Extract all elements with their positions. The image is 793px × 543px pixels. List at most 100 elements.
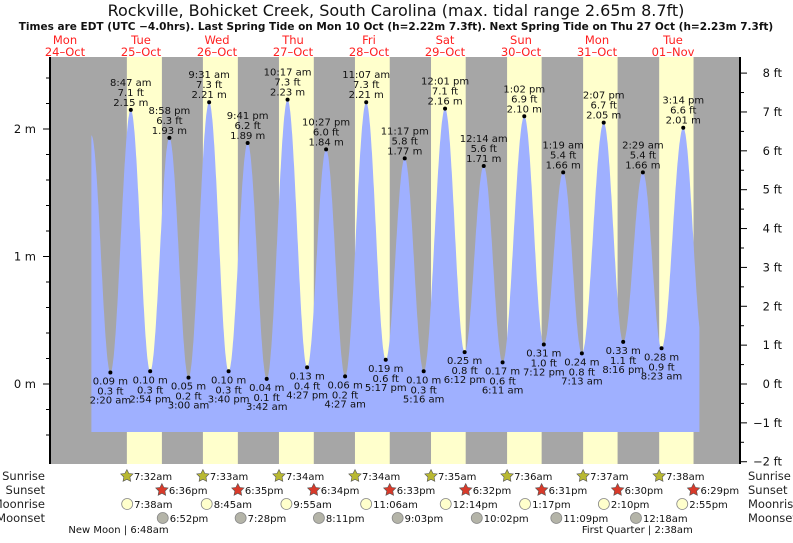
low-tide-ft: 0.8 ft: [569, 367, 595, 378]
high-tide-m: 2.21 m: [192, 90, 227, 101]
sunset-icon: [231, 482, 245, 496]
low-tide-time: 7:12 pm: [523, 367, 565, 378]
day-label-date: 24–Oct: [45, 45, 86, 59]
moonrise-time: 2:55pm: [689, 500, 728, 511]
moonrise-icon: [519, 498, 531, 510]
row-label-right-sunrise: Sunrise: [748, 469, 791, 483]
low-tide-time: 8:23 am: [641, 371, 683, 382]
high-tide-ft: 5.4 ft: [630, 150, 656, 161]
extreme-point: [186, 375, 191, 380]
low-tide-time: 5:17 pm: [365, 383, 407, 394]
high-tide-m: 1.84 m: [309, 137, 344, 148]
high-tide-time: 8:47 am: [110, 78, 152, 89]
extreme-point: [128, 107, 133, 112]
moonrise-time: 2:10pm: [611, 500, 650, 511]
moonrise-time: 8:45am: [214, 500, 252, 511]
extreme-point: [108, 370, 113, 375]
chart-subtitle: Times are EDT (UTC −4.0hrs). Last Spring…: [19, 21, 773, 33]
low-tide-m: 0.28 m: [644, 352, 679, 363]
moonrise-icon: [121, 498, 134, 510]
extreme-point: [462, 350, 467, 355]
sunrise-time: 7:34am: [362, 472, 400, 483]
moonrise-icon: [200, 498, 213, 510]
sunset-time: 6:30pm: [625, 486, 664, 497]
high-tide-m: 2.15 m: [113, 98, 148, 109]
extreme-point: [579, 351, 584, 356]
low-tide-ft: 0.3 ft: [137, 385, 163, 396]
row-label-right-moonrise: Moonrise: [748, 497, 793, 511]
sunrise-time: 7:36am: [514, 472, 552, 483]
extreme-point: [402, 156, 407, 161]
low-tide-time: 5:16 am: [403, 394, 445, 405]
moonset-icon: [470, 512, 483, 524]
extreme-point: [167, 135, 172, 140]
day-label-dow: Thu: [281, 33, 304, 47]
extreme-point: [443, 106, 448, 111]
low-tide-ft: 0.9 ft: [648, 362, 674, 373]
sunrise-time: 7:37am: [590, 472, 628, 483]
high-tide-ft: 7.1 ft: [118, 88, 144, 99]
low-tide-ft: 0.3 ft: [215, 385, 241, 396]
high-tide-ft: 6.0 ft: [313, 127, 339, 138]
moonrise-icon: [597, 498, 610, 510]
extreme-point: [421, 369, 426, 374]
astro-rows: SunriseSunriseSunsetSunsetMoonriseMoonri…: [0, 468, 793, 536]
low-tide-ft: 0.3 ft: [411, 385, 437, 396]
tide-curve: [91, 99, 700, 432]
low-tide-ft: 0.4 ft: [294, 381, 320, 392]
high-tide-time: 2:29 am: [622, 140, 664, 151]
high-tide-m: 1.93 m: [152, 126, 187, 137]
extreme-point: [621, 339, 626, 344]
high-tide-m: 2.21 m: [349, 90, 384, 101]
sunset-time: 6:32pm: [473, 486, 512, 497]
low-tide-m: 0.31 m: [526, 348, 561, 359]
left-axis-label: 2 m: [14, 122, 36, 136]
moonset-icon: [630, 512, 642, 524]
low-tide-ft: 0.2 ft: [332, 390, 358, 401]
sunrise-icon: [576, 468, 590, 482]
high-tide-time: 11:07 am: [342, 70, 390, 81]
sunrise-time: 7:34am: [286, 472, 324, 483]
low-tide-m: 0.24 m: [564, 357, 599, 368]
sunset-icon: [458, 482, 473, 496]
high-tide-m: 1.77 m: [387, 146, 422, 157]
right-axis-label: 0 ft: [763, 377, 783, 391]
low-tide-time: 2:20 am: [90, 396, 132, 407]
extreme-point: [601, 120, 606, 125]
moonset-time: 12:18am: [643, 514, 688, 525]
sunrise-icon: [272, 468, 286, 482]
chart-title: Rockville, Bohicket Creek, South Carolin…: [108, 1, 685, 20]
high-tide-time: 3:14 pm: [662, 96, 704, 107]
high-tide-time: 12:14 am: [460, 134, 508, 145]
right-axis-label: 6 ft: [763, 144, 783, 158]
extreme-point: [681, 125, 686, 130]
low-tide-time: 7:13 am: [561, 376, 603, 387]
moonrise-time: 9:55am: [293, 500, 331, 511]
low-tide-m: 0.19 m: [368, 364, 403, 375]
day-label-date: 01–Nov: [652, 45, 695, 59]
low-tide-m: 0.33 m: [606, 346, 641, 357]
extreme-point: [324, 147, 329, 152]
sunset-time: 6:36pm: [169, 486, 208, 497]
sunset-icon: [306, 482, 321, 496]
right-axis-label: 8 ft: [763, 66, 783, 80]
low-tide-time: 3:42 am: [246, 402, 288, 413]
low-tide-time: 6:11 am: [482, 385, 524, 396]
sunrise-time: 7:33am: [210, 472, 248, 483]
extreme-point: [343, 374, 348, 379]
low-tide-ft: 0.3 ft: [97, 387, 123, 398]
high-tide-time: 12:01 pm: [421, 77, 469, 88]
high-tide-ft: 6.7 ft: [591, 101, 617, 112]
high-tide-time: 9:41 pm: [227, 111, 269, 122]
low-tide-time: 4:27 pm: [286, 390, 328, 401]
low-tide-time: 4:27 am: [324, 399, 366, 410]
high-tide-ft: 5.6 ft: [471, 144, 497, 155]
day-label-dow: Tue: [662, 33, 683, 47]
right-axis-label: 2 ft: [763, 299, 783, 313]
day-label-dow: Mon: [585, 33, 609, 47]
right-axis-label: 1 ft: [763, 338, 783, 352]
high-tide-m: 1.71 m: [466, 154, 501, 165]
low-tide-m: 0.10 m: [133, 375, 168, 386]
row-label-left-sunrise: Sunrise: [2, 469, 45, 483]
